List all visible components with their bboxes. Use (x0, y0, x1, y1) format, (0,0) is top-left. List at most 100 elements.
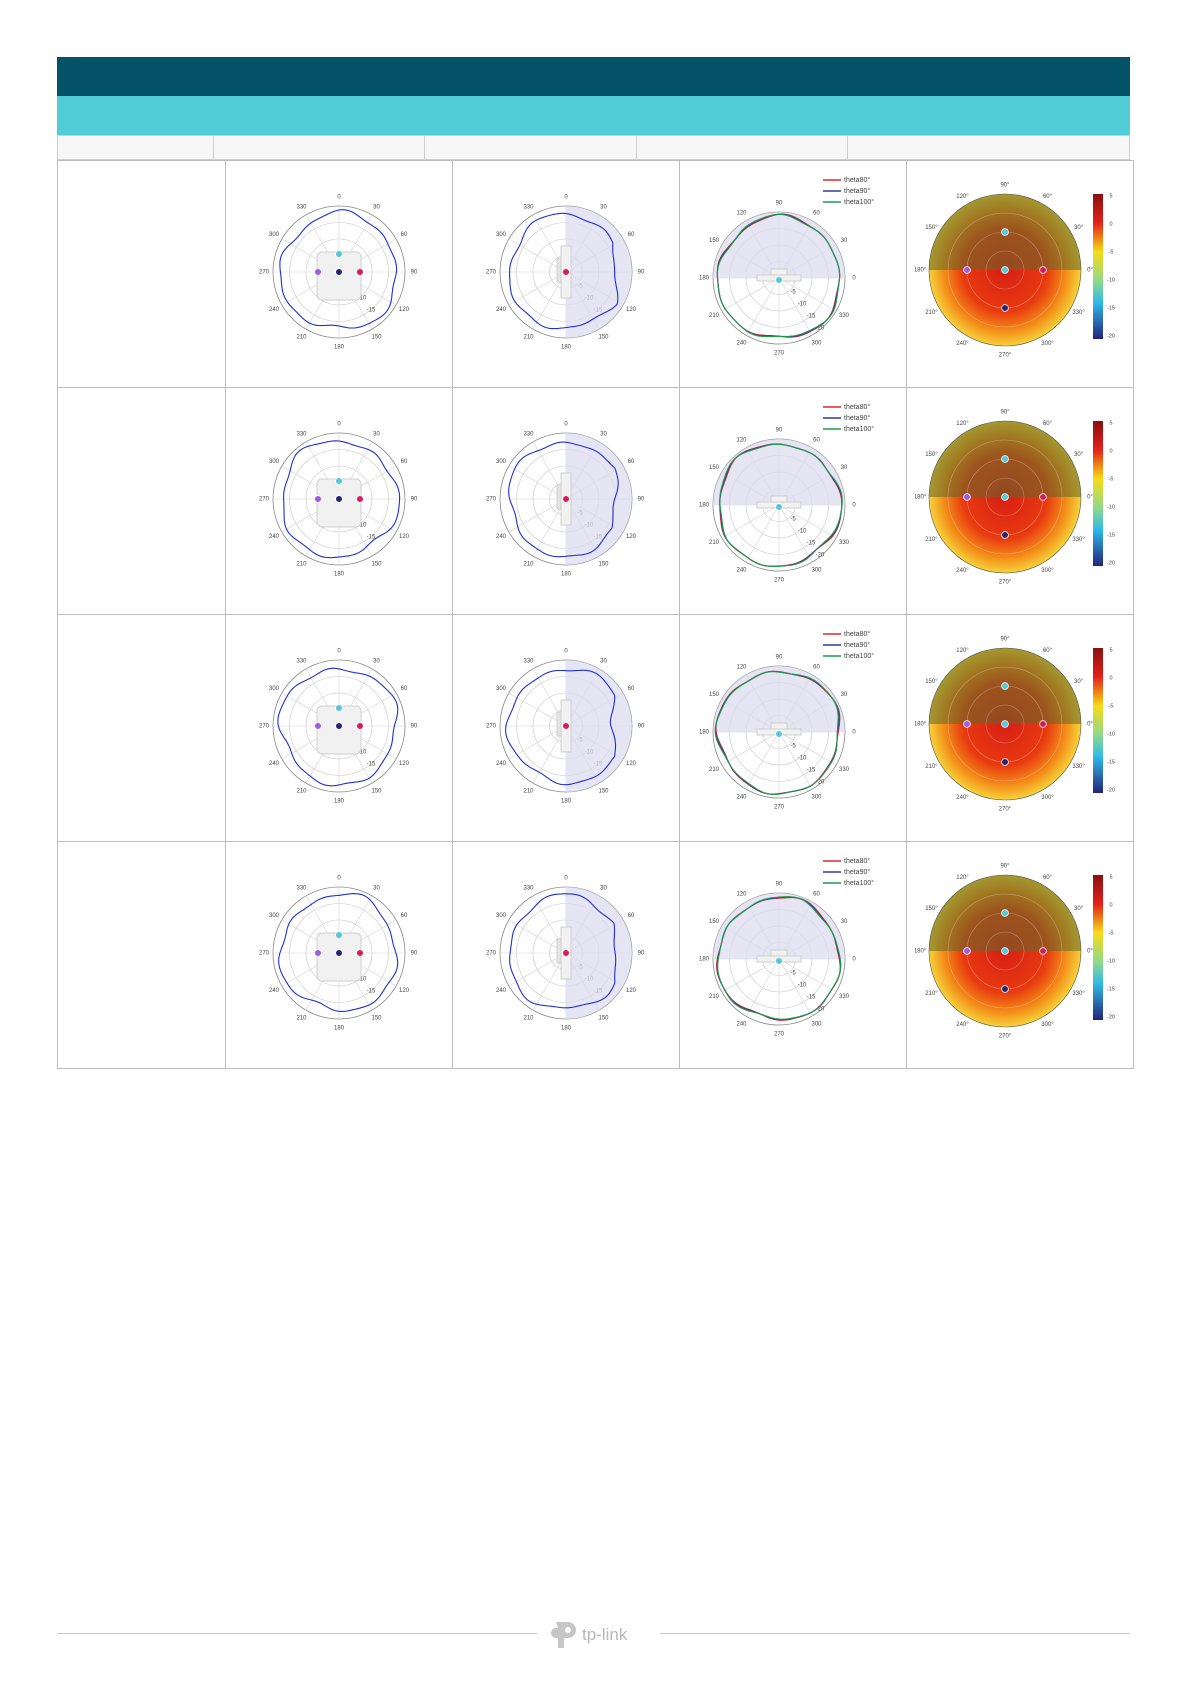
theta-angle-label: 120 (736, 891, 747, 897)
azimuth-ring-label: -15 (367, 988, 376, 994)
theta-shaded-half (713, 892, 845, 959)
colorbar-tick-label: -20 (1107, 560, 1115, 566)
azimuth-angle-label: 150 (371, 334, 382, 340)
theta-ring-label: -15 (807, 994, 816, 1000)
theta-angle-label: 180 (699, 275, 710, 281)
azimuth-angle-label: 330 (296, 658, 307, 664)
heatmap-angle-label: 210° (925, 764, 938, 770)
theta-angle-label: 60 (813, 664, 820, 670)
theta-ring-label: -15 (807, 540, 816, 546)
heatmap-angle-label: 150° (925, 679, 938, 685)
elevation-angle-label: 180 (561, 798, 572, 804)
antenna-marker-center (335, 267, 343, 276)
theta-angle-label: 240 (736, 794, 747, 800)
elevation-angle-label: 270 (486, 496, 497, 502)
elevation-angle-label: 90 (638, 723, 645, 729)
elevation-shaded-half (566, 886, 632, 1019)
theta-angle-label: 90 (776, 200, 783, 206)
theta-spoke (778, 731, 813, 789)
theta-series-line (719, 443, 843, 567)
theta-pattern-chart: 9060300330300270240210180150120-5-10-15-… (699, 402, 874, 583)
heatmap-angle-label: 30° (1074, 452, 1084, 458)
colorbar-tick-label: -10 (1107, 958, 1115, 964)
section-subheader-bar (57, 96, 1130, 135)
elevation-angle-label: 150 (598, 561, 609, 567)
azimuth-angle-label: 300 (269, 686, 280, 692)
heatmap-angle-label: 60° (1043, 874, 1053, 880)
elevation-angle-label: 270 (486, 950, 497, 956)
colorbar-tick-label: -20 (1107, 333, 1115, 339)
heatmap-cell: 90° 60° 30° 0° 330° 300° 270° 240° 210° 180° 150° 1… (906, 614, 1134, 842)
antenna-marker-right (1039, 265, 1047, 274)
colorbar-tick-label: 0 (1109, 221, 1112, 227)
colorbar-tick-label: -15 (1107, 986, 1115, 992)
colorbar (1093, 420, 1103, 566)
antenna-marker-top (335, 249, 343, 258)
colorbar-tick-label: 5 (1109, 193, 1112, 199)
theta-angle-label: 0 (852, 502, 856, 508)
device-top-bracket (770, 722, 788, 729)
antenna-marker-center (1001, 946, 1009, 955)
theta-angle-label: 180 (699, 956, 710, 962)
colorbar-tick-label: -5 (1109, 703, 1114, 709)
colorbar-tick-label: 5 (1109, 420, 1112, 426)
theta-shaded-half (713, 438, 845, 505)
elevation-angle-label: 30 (600, 658, 607, 664)
azimuth-ring-label: -15 (367, 307, 376, 313)
azimuth-ring-label: -15 (367, 534, 376, 540)
pattern-row: 0306090120150180210240270300330-5-10-150… (57, 160, 1134, 388)
colorbar-tick-label: -10 (1107, 277, 1115, 283)
azimuth-angle-label: 180 (334, 798, 345, 804)
theta-ring-label: -20 (816, 325, 825, 331)
theta-angle-label: 90 (776, 427, 783, 433)
theta-angle-label: 270 (774, 350, 785, 356)
elevation-angle-label: 0 (564, 194, 568, 200)
legend-label: theta100° (844, 878, 874, 886)
heatmap-outer-ring (928, 193, 1082, 346)
legend-label: theta90° (844, 640, 870, 648)
azimuth-angle-label: 150 (371, 788, 382, 794)
theta-ring-label: -20 (816, 779, 825, 785)
elevation-angle-label: 330 (523, 885, 534, 891)
heatmap-angle-label: 150° (925, 906, 938, 912)
antenna-marker-top (1001, 908, 1009, 917)
heatmap-angle-label: 270° (999, 806, 1012, 812)
azimuth-angle-label: 30 (373, 885, 380, 891)
elevation-angle-label: 60 (628, 913, 635, 919)
azimuth-angle-label: 120 (399, 307, 410, 313)
azimuth-angle-label: 330 (296, 431, 307, 437)
theta-angle-label: 150 (709, 238, 720, 244)
elevation-angle-label: 240 (496, 307, 507, 313)
colorbar (1093, 647, 1103, 793)
azimuth-ring-label: -10 (358, 522, 367, 528)
elevation-angle-label: 150 (598, 788, 609, 794)
elevation-angle-label: 330 (523, 431, 534, 437)
azimuth-ring-label: -10 (358, 749, 367, 755)
theta-angle-label: 240 (736, 1021, 747, 1027)
heatmap-angle-label: 120° (956, 874, 969, 880)
theta-angle-label: 240 (736, 567, 747, 573)
antenna-marker-left (963, 265, 971, 274)
device-side-bracket (556, 484, 562, 509)
theta-angle-label: 90 (776, 654, 783, 660)
antenna-marker-center (335, 721, 343, 730)
heatmap-chart: 90° 60° 30° 0° 330° 300° 270° 240° 210° 180° 150° 1… (914, 409, 1115, 585)
antenna-marker-side (562, 948, 570, 957)
theta-spoke (778, 958, 813, 1016)
heatmap-grid-ring (985, 931, 1025, 970)
colorbar-tick-label: -5 (1109, 476, 1114, 482)
azimuth-angle-label: 150 (371, 1015, 382, 1021)
elevation-angle-label: 90 (638, 496, 645, 502)
elevation-angle-label: 210 (523, 334, 534, 340)
footer-rule-left (57, 1633, 537, 1634)
heatmap-grid-ring (947, 893, 1063, 1008)
elevation-spoke (508, 465, 567, 499)
theta-spoke (721, 731, 780, 765)
azimuth-angle-label: 90 (411, 950, 418, 956)
